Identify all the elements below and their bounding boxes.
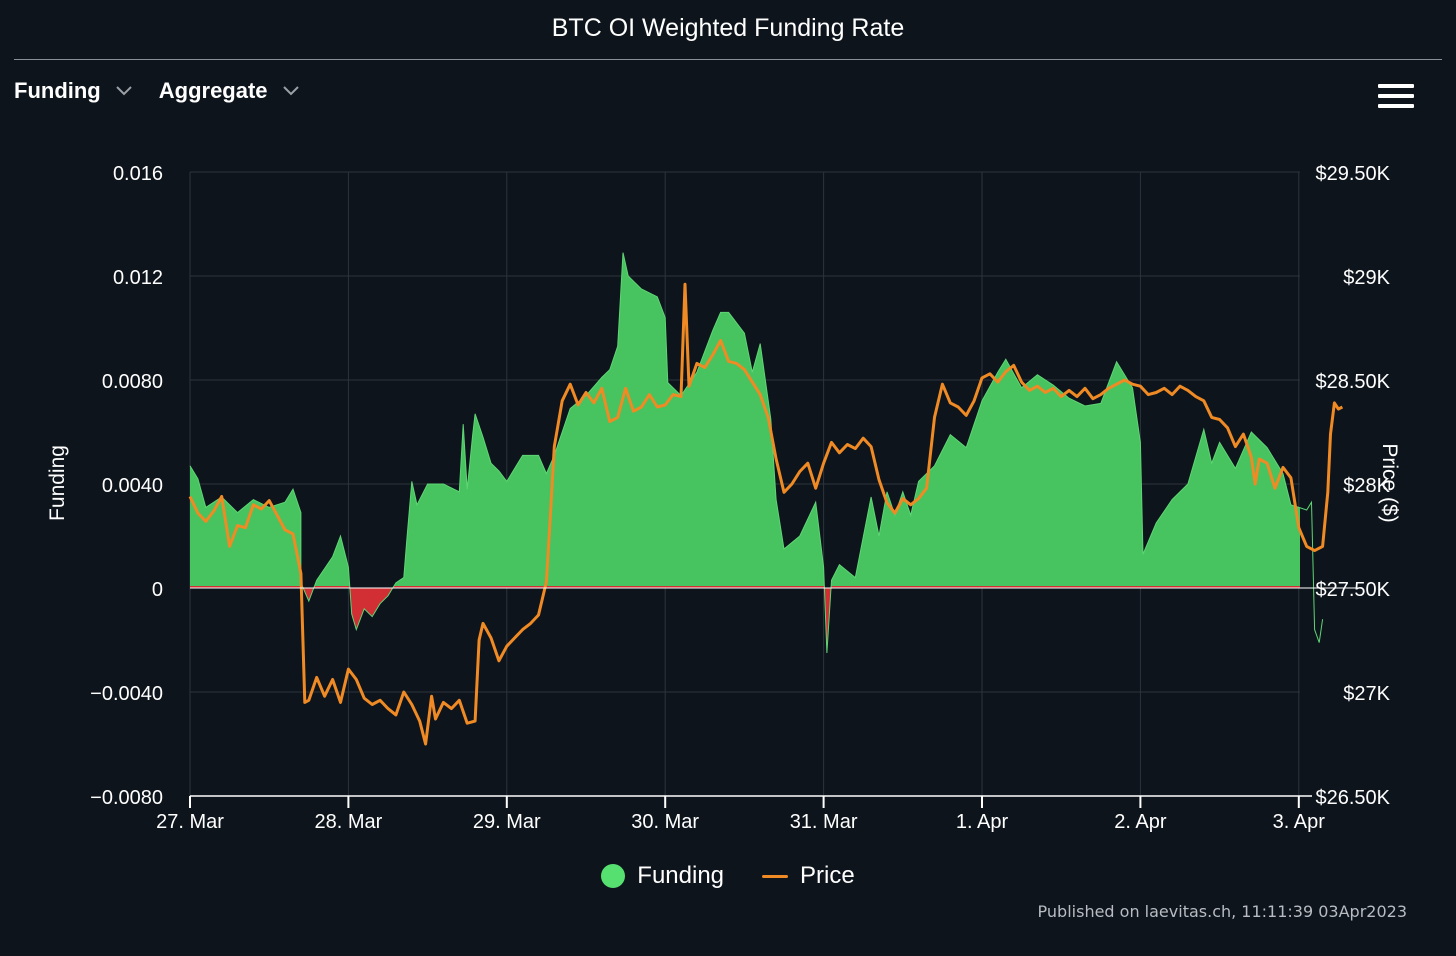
aggregation-dropdown[interactable]: Aggregate xyxy=(159,78,300,104)
x-tick-label: 30. Mar xyxy=(631,811,699,833)
chart-title: BTC OI Weighted Funding Rate xyxy=(551,14,905,42)
y-left-tick-label: −0.0080 xyxy=(90,787,163,809)
chart-legend: Funding Price xyxy=(0,862,1456,890)
x-tick-label: 29. Mar xyxy=(473,811,541,833)
funding-series-line xyxy=(189,252,1324,654)
legend-funding-marker xyxy=(601,864,626,888)
metric-dropdown-label: Funding xyxy=(14,78,101,103)
y-left-tick-label: 0.0080 xyxy=(102,371,163,393)
y-left-tick-label: 0.012 xyxy=(113,267,163,289)
x-tick-label: 2. Apr xyxy=(1114,811,1167,833)
x-tick-label: 27. Mar xyxy=(156,811,224,833)
x-tick-label: 1. Apr xyxy=(956,811,1009,833)
y-right-tick-label: $29.50K xyxy=(1315,163,1390,185)
y-axis-right-title: Price ($) xyxy=(1378,443,1401,522)
y-right-tick-label: $27K xyxy=(1343,683,1390,705)
y-left-tick-label: 0 xyxy=(152,579,163,601)
x-tick-label: 28. Mar xyxy=(314,811,382,833)
title-divider xyxy=(14,59,1442,60)
y-right-tick-label: $26.50K xyxy=(1315,787,1390,809)
x-tick-label: 3. Apr xyxy=(1273,811,1326,833)
y-right-tick-label: $27.50K xyxy=(1315,579,1390,601)
legend-funding-label: Funding xyxy=(637,862,725,889)
published-credit: Published on laevitas.ch, 11:11:39 03Apr… xyxy=(1037,902,1407,921)
legend-price-marker xyxy=(762,874,789,878)
chevron-down-icon xyxy=(282,86,299,96)
y-axis-left-title: Funding xyxy=(46,445,69,521)
metric-dropdown[interactable]: Funding xyxy=(14,78,133,104)
legend-price-label: Price xyxy=(800,862,855,889)
x-tick-label: 31. Mar xyxy=(790,811,858,833)
y-left-tick-label: −0.0040 xyxy=(90,683,163,705)
y-right-tick-label: $28.50K xyxy=(1315,371,1390,393)
y-right-tick-label: $29K xyxy=(1343,267,1390,289)
legend-item-funding[interactable]: Funding xyxy=(601,862,724,890)
chevron-down-icon xyxy=(116,86,132,96)
y-left-tick-label: 0.0040 xyxy=(102,475,163,497)
price-series-line xyxy=(188,282,1344,746)
chart-controls: Funding Aggregate xyxy=(14,78,300,104)
y-left-tick-label: 0.016 xyxy=(113,163,163,185)
hamburger-menu-icon[interactable] xyxy=(1378,84,1414,112)
aggregation-dropdown-label: Aggregate xyxy=(158,78,268,103)
funding-area-positive xyxy=(190,252,1300,586)
y-right-tick-label: $28K xyxy=(1343,475,1390,497)
legend-item-price[interactable]: Price xyxy=(762,862,855,890)
